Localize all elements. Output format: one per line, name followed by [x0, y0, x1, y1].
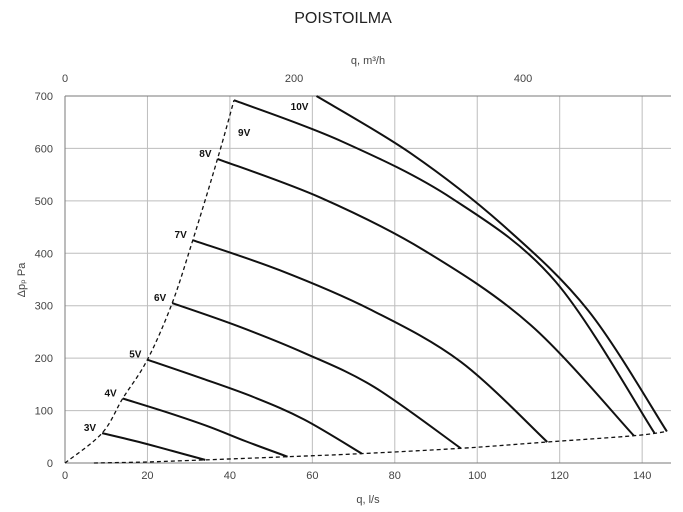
y-tick-label: 500	[35, 196, 53, 208]
x-tick-label: 120	[551, 470, 569, 482]
curve-label-10v: 10V	[291, 102, 309, 113]
limit-line	[64, 100, 235, 464]
x-tick-label: 140	[633, 470, 651, 482]
x2-axis-title: q, m³/h	[351, 55, 385, 67]
x-tick-label: 20	[141, 470, 153, 482]
curve-label-4v: 4V	[104, 389, 117, 400]
chart-title: POISTOILMA	[294, 10, 392, 27]
fan-curve-5v	[147, 358, 363, 455]
fan-curve-4v	[122, 397, 288, 458]
curve-label-7v: 7V	[175, 230, 188, 241]
curve-label-3v: 3V	[84, 423, 97, 434]
fan-curve-3v	[101, 432, 206, 461]
x2-tick-label: 400	[514, 73, 532, 85]
x-tick-label: 60	[306, 470, 318, 482]
x-tick-label: 0	[62, 470, 68, 482]
x-tick-label: 80	[389, 470, 401, 482]
curve-label-5v: 5V	[129, 350, 142, 361]
fan-curve-7v	[192, 239, 548, 443]
x-tick-label: 100	[468, 470, 486, 482]
curve-label-8v: 8V	[199, 149, 212, 160]
x2-tick-label: 200	[285, 73, 303, 85]
y-tick-label: 700	[35, 91, 53, 103]
fan-curve-8v	[217, 157, 635, 437]
y-tick-label: 200	[35, 353, 53, 365]
y-axis-title: Δpₚ Pa	[16, 262, 28, 298]
chart-axes	[64, 95, 671, 464]
y-tick-label: 100	[35, 406, 53, 418]
y-tick-label: 600	[35, 143, 53, 155]
x-axis-title: q, l/s	[356, 494, 380, 506]
fan-curve-10v	[315, 95, 668, 433]
curve-labels: 3V 4V 5V 6V 7V 8V 9V 10V	[84, 102, 309, 434]
fan-curve-6v	[171, 302, 462, 450]
fan-curves	[101, 95, 668, 461]
tick-labels: 0 20 40 60 80 100 120 140 0 100 200 300 400 500 600 700…	[35, 73, 652, 482]
fan-curve-9v	[233, 99, 656, 434]
curve-label-6v: 6V	[154, 293, 167, 304]
x2-tick-label: 0	[62, 73, 68, 85]
limit-line	[93, 430, 667, 464]
y-tick-label: 300	[35, 301, 53, 313]
limit-lines	[64, 100, 667, 464]
x-tick-label: 40	[224, 470, 236, 482]
curve-label-9v: 9V	[238, 128, 251, 139]
y-tick-label: 400	[35, 248, 53, 260]
y-tick-label: 0	[47, 458, 53, 470]
